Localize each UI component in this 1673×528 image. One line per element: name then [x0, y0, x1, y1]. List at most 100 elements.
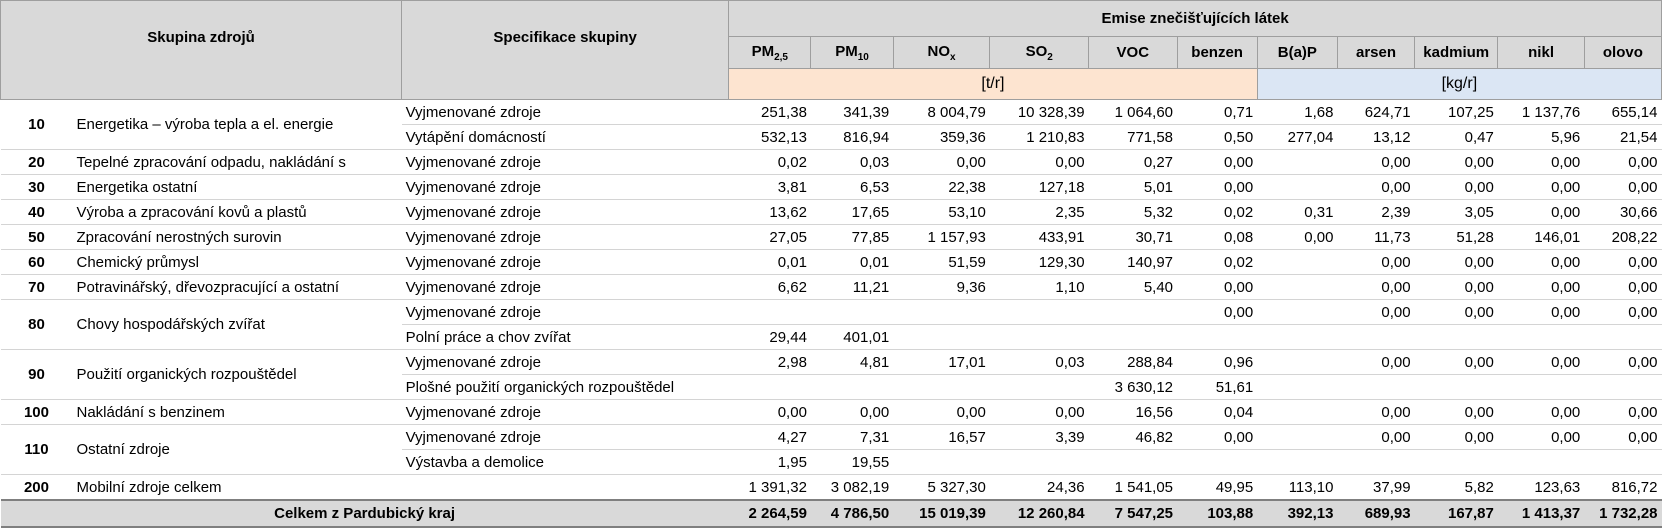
emission-value: 816,94 — [810, 124, 894, 150]
emission-value: 0,00 — [1337, 274, 1415, 300]
source-name: Zpracování nerostných surovin — [72, 224, 402, 250]
emission-value: 5,82 — [1414, 474, 1498, 501]
source-name: Mobilní zdroje celkem — [72, 474, 402, 501]
header-emissions: Emise znečišťujících látek — [728, 0, 1662, 37]
emission-value: 0,00 — [1414, 174, 1498, 200]
table-row: Plošné použití organických rozpouštědel 3… — [1, 374, 1662, 400]
emission-value: 77,85 — [810, 224, 894, 250]
emission-value: 3,05 — [1414, 199, 1498, 225]
group-spec: Vyjmenované zdroje — [401, 299, 729, 325]
emission-value: 3,39 — [989, 424, 1089, 450]
source-name: Energetika – výroba tepla a el. energie — [72, 99, 402, 150]
emission-value — [1337, 374, 1415, 400]
source-name: Výroba a zpracování kovů a plastů — [72, 199, 402, 225]
emission-value — [728, 374, 811, 400]
emission-value: 29,44 — [728, 324, 811, 350]
emission-value: 5,01 — [1088, 174, 1178, 200]
emission-value: 24,36 — [989, 474, 1089, 501]
table-row: Výstavba a demolice 1,95 19,55 — [1, 449, 1662, 475]
pollutant-header: B(a)P — [1256, 36, 1338, 70]
emission-value: 49,95 — [1177, 474, 1258, 501]
emission-value: 0,00 — [1177, 424, 1258, 450]
emission-value: 51,61 — [1177, 374, 1258, 400]
emission-value: 0,00 — [1497, 249, 1585, 275]
group-spec: Vytápění domácností — [401, 124, 729, 150]
pollutant-header: SO2 — [989, 36, 1090, 70]
emission-value: 208,22 — [1584, 224, 1662, 250]
emission-value: 0,00 — [1497, 349, 1585, 375]
unit-kg-per-year: [kg/r] — [1256, 68, 1663, 100]
emission-value: 0,96 — [1177, 349, 1258, 375]
emission-value: 2,98 — [728, 349, 811, 375]
table-row: 40 Výroba a zpracování kovů a plastů Vyjme… — [0, 199, 1662, 225]
emission-value — [1257, 449, 1338, 475]
emission-value: 21,54 — [1584, 124, 1662, 150]
emission-value: 0,00 — [1337, 249, 1415, 275]
emission-value: 3 630,12 — [1088, 374, 1178, 400]
emission-value: 0,00 — [1337, 424, 1415, 450]
pollutant-subscript: 2,5 — [774, 51, 788, 63]
pollutant-name: arsen — [1356, 44, 1397, 62]
total-value: 4 786,50 — [810, 499, 894, 528]
emission-value: 0,00 — [1497, 399, 1585, 425]
emission-value — [893, 299, 990, 325]
emission-value: 816,72 — [1584, 474, 1662, 501]
table-row: 90 Použití organických rozpouštědel Vyjmen… — [0, 349, 1662, 400]
source-code: 10 — [0, 99, 73, 150]
emission-value — [1584, 324, 1662, 350]
emission-value: 127,18 — [989, 174, 1089, 200]
emission-value: 0,02 — [1177, 249, 1258, 275]
emission-value — [1414, 374, 1498, 400]
emission-value — [1414, 449, 1498, 475]
emission-value: 0,00 — [1337, 399, 1415, 425]
group-spec: Vyjmenované zdroje — [401, 424, 729, 450]
table-row: 20 Tepelné zpracování odpadu, nakládání s… — [0, 149, 1662, 175]
emission-value: 8 004,79 — [893, 99, 990, 125]
emission-value: 5,32 — [1088, 199, 1178, 225]
emission-value: 0,00 — [1177, 174, 1258, 200]
table-body: 10 Energetika – výroba tepla a el. energi… — [0, 99, 1662, 528]
group-spec: Polní práce a chov zvířat — [401, 324, 729, 350]
emission-value: 6,53 — [810, 174, 894, 200]
emission-value: 0,00 — [1414, 249, 1498, 275]
emission-value — [989, 374, 1089, 400]
emission-value — [1088, 324, 1178, 350]
emission-value: 0,00 — [1177, 149, 1258, 175]
emission-value — [1584, 449, 1662, 475]
group-spec: Vyjmenované zdroje — [401, 274, 729, 300]
pollutant-name: NO — [927, 42, 950, 60]
emission-value: 277,04 — [1257, 124, 1338, 150]
emission-value: 0,03 — [989, 349, 1089, 375]
emission-value: 0,00 — [1337, 349, 1415, 375]
group-spec: Vyjmenované zdroje — [401, 224, 729, 250]
emission-value — [1257, 274, 1338, 300]
pollutant-header: olovo — [1583, 36, 1663, 70]
total-value: 12 260,84 — [989, 499, 1089, 528]
pollutant-header: arsen — [1336, 36, 1416, 70]
emission-value — [1257, 399, 1338, 425]
source-name: Chovy hospodářských zvířat — [72, 299, 402, 350]
emission-value: 0,04 — [1177, 399, 1258, 425]
emission-value: 0,00 — [989, 149, 1089, 175]
emission-value: 113,10 — [1257, 474, 1338, 501]
group-spec: Vyjmenované zdroje — [401, 99, 729, 125]
emission-value: 0,71 — [1177, 99, 1258, 125]
source-name: Tepelné zpracování odpadu, nakládání s — [72, 149, 402, 175]
emission-value: 1 137,76 — [1497, 99, 1585, 125]
emission-value: 655,14 — [1584, 99, 1662, 125]
emission-value — [893, 374, 990, 400]
emission-value — [1257, 324, 1338, 350]
source-code: 70 — [0, 274, 73, 300]
emission-value: 4,27 — [728, 424, 811, 450]
total-value: 103,88 — [1177, 499, 1258, 528]
emission-value: 0,00 — [810, 399, 894, 425]
header-source-group: Skupina zdrojů — [0, 0, 403, 100]
emission-value: 0,02 — [728, 149, 811, 175]
pollutant-subscript: 2 — [1047, 51, 1053, 63]
total-value: 167,87 — [1414, 499, 1498, 528]
source-code: 40 — [0, 199, 73, 225]
emission-value: 0,00 — [1414, 299, 1498, 325]
emission-value: 5,96 — [1497, 124, 1585, 150]
emission-value — [1257, 249, 1338, 275]
